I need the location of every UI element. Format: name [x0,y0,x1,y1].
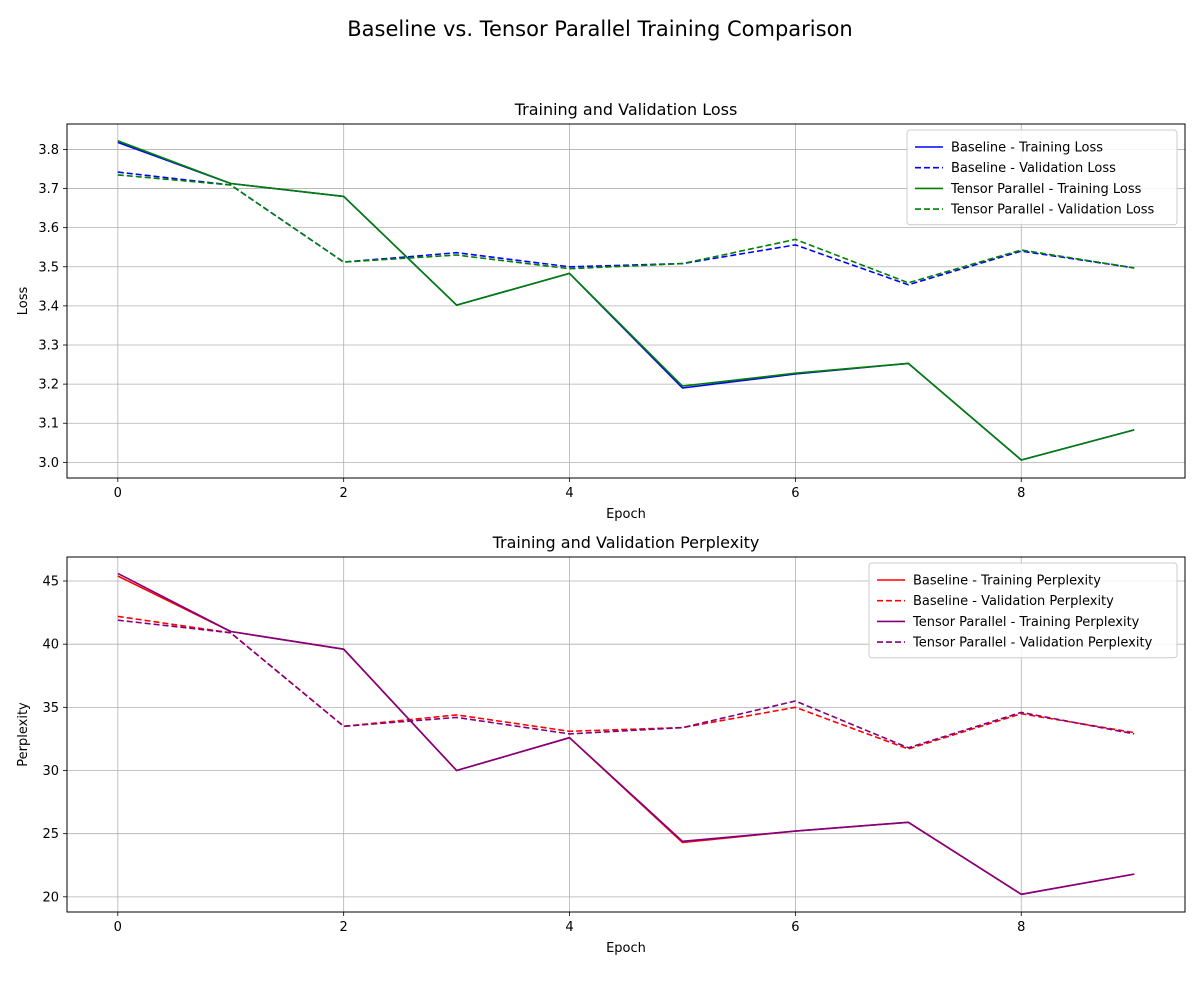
y-axis-label: Loss [16,287,31,316]
x-tick-label: 0 [114,486,122,501]
series-line-4 [117,619,1135,749]
series-line-2 [117,615,1135,750]
y-tick-label: 45 [42,575,59,590]
y-tick-label: 35 [42,701,59,716]
series-line-3 [117,140,1135,461]
x-tick-label: 4 [565,486,573,501]
y-axis-label: Perplexity [16,702,31,767]
x-tick-label: 0 [114,920,122,935]
series-line-4 [117,174,1135,284]
legend-label-4: Tensor Parallel - Validation Perplexity [912,636,1153,651]
figure-suptitle: Baseline vs. Tensor Parallel Training Co… [347,17,852,41]
y-tick-label: 3.5 [38,260,59,275]
y-tick-label: 3.0 [38,456,59,471]
x-tick-label: 2 [340,920,348,935]
axes-frame [66,556,1186,913]
x-axis-label: Epoch [606,941,646,956]
legend-label-3: Tensor Parallel - Training Perplexity [912,615,1140,630]
legend-label-2: Baseline - Validation Loss [951,161,1116,176]
x-tick-label: 6 [791,486,799,501]
x-tick-label: 4 [565,920,573,935]
y-tick-label: 30 [42,764,59,779]
y-tick-label: 20 [42,890,59,905]
chart-title: Training and Validation Loss [514,100,738,119]
x-axis-label: Epoch [606,507,646,522]
legend-label-4: Tensor Parallel - Validation Loss [950,203,1155,218]
x-tick-label: 8 [1017,920,1025,935]
legend-frame [906,129,1178,226]
legend: Baseline - Training Perplexity Baseline -… [868,562,1178,659]
legend-frame [868,562,1178,659]
legend-label-1: Baseline - Training Perplexity [913,574,1101,589]
y-tick-label: 3.3 [38,339,59,354]
y-tick-label: 3.1 [38,417,59,432]
x-tick-label: 2 [340,486,348,501]
y-tick-label: 40 [42,638,59,653]
chart-panel-2: 0 2 4 6 8 20 25 30 35 40 45 Training and Validation… [16,533,1186,956]
legend-label-3: Tensor Parallel - Training Loss [950,182,1142,197]
y-tick-label: 3.4 [38,299,59,314]
legend-label-1: Baseline - Training Loss [951,141,1103,156]
series-line-3 [117,572,1135,896]
y-tick-label: 3.2 [38,378,59,393]
y-tick-label: 3.7 [38,182,59,197]
y-tick-label: 3.6 [38,221,59,236]
y-tick-label: 25 [42,827,59,842]
axes-frame [66,123,1186,479]
x-tick-label: 8 [1017,486,1025,501]
x-tick-label: 6 [791,920,799,935]
chart-panel-1: 0 2 4 6 8 3.0 3.1 3.2 3.3 3.4 3.5 3.6 3.7 3.8 Training… [16,100,1186,522]
legend-label-2: Baseline - Validation Perplexity [913,594,1114,609]
chart-title: Training and Validation Perplexity [492,533,760,552]
y-tick-label: 3.8 [38,143,59,158]
legend: Baseline - Training Loss Baseline - Valid… [906,129,1178,226]
